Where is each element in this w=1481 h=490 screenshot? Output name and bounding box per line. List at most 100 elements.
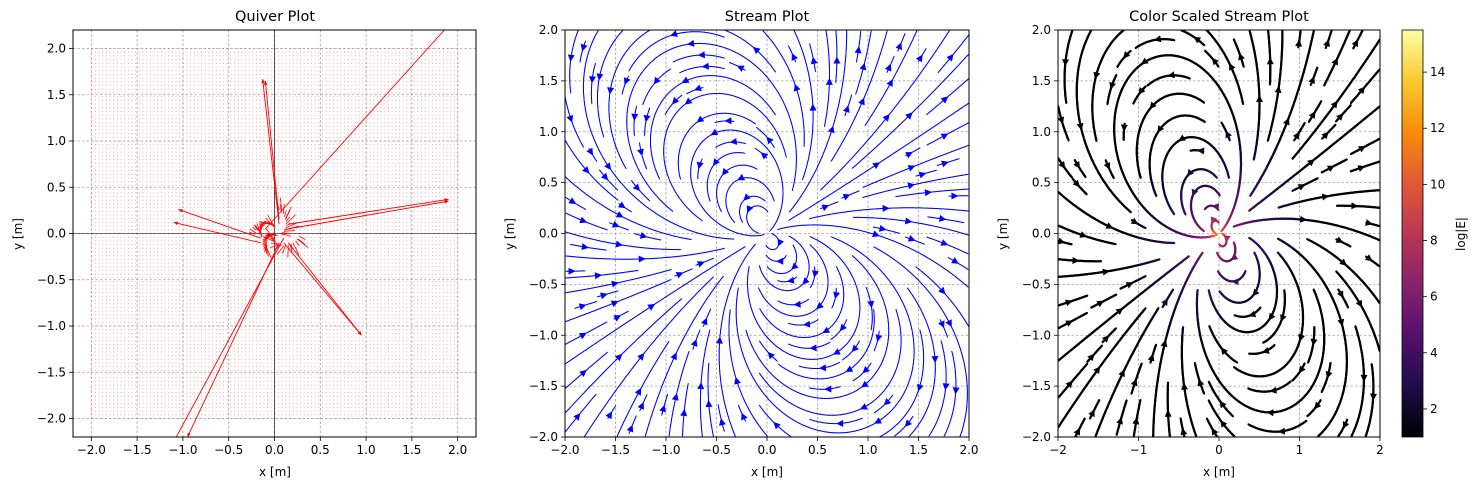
quiver-arrow — [279, 197, 283, 212]
quiver-arrow-head — [187, 432, 191, 437]
streamline-arrow — [737, 173, 745, 181]
quiver-field-arrows — [91, 48, 459, 419]
y-tick-label: 1.5 — [47, 88, 66, 102]
quiver-arrow — [266, 248, 272, 258]
streamline-arrow — [874, 417, 882, 424]
quiver-arrow — [298, 238, 306, 246]
quiver-arrow — [187, 242, 280, 437]
streamline — [733, 221, 736, 224]
y-tick-label: 1.0 — [47, 134, 66, 148]
streamline-arrow — [872, 230, 880, 238]
x-tick-label: 1.5 — [402, 443, 421, 457]
quiver-arrow — [264, 80, 280, 220]
streamline — [711, 257, 714, 260]
x-tick-label: −0.5 — [214, 443, 243, 457]
x-tick-label: 0.5 — [311, 443, 330, 457]
quiver-arrow — [270, 242, 278, 245]
streamline-arrow — [787, 276, 795, 284]
streamline-arrow — [722, 167, 730, 176]
streamline-arrow — [713, 158, 720, 166]
quiver-arrow-head — [263, 80, 268, 85]
quiver-arrow-head — [357, 331, 362, 336]
quiver-arrow-head — [444, 200, 449, 204]
streamline-arrow — [882, 114, 890, 122]
quiver-arrow — [263, 233, 277, 239]
streamline-arrow — [791, 262, 799, 270]
streamline — [809, 286, 812, 289]
streamline-arrow — [776, 257, 784, 265]
quiver-arrow — [299, 236, 306, 240]
quiver-arrow — [285, 222, 297, 229]
streamline — [700, 219, 703, 222]
quiver-arrow — [285, 214, 296, 225]
streamline-arrow — [816, 301, 824, 310]
y-tick-label: −1.5 — [37, 365, 66, 379]
quiver-arrow — [283, 242, 362, 336]
quiver-arrow — [264, 241, 268, 253]
streamline — [658, 177, 661, 180]
streamline-arrow — [697, 261, 705, 268]
streamline — [766, 266, 769, 269]
streamline-arrow — [821, 204, 830, 212]
streamline — [777, 300, 780, 303]
y-tick-label: −2.0 — [37, 412, 66, 426]
streamline-arrow — [743, 193, 751, 201]
streamline-arrow — [827, 125, 835, 134]
y-tick-label: 2.0 — [47, 42, 66, 56]
streamline-arrow — [684, 97, 693, 105]
quiver-arrow — [281, 233, 292, 237]
quiver-arrow — [178, 209, 261, 239]
x-axis-label: x [m] — [751, 465, 783, 479]
streamline-arrow — [647, 303, 656, 311]
quiver-arrow — [281, 232, 290, 234]
quiver-arrow — [267, 214, 276, 228]
quiver-arrow — [249, 228, 257, 234]
streamline-arrow — [687, 39, 695, 47]
streamline — [765, 244, 768, 247]
quiver-arrow — [282, 244, 286, 254]
quiver-arrow — [287, 244, 289, 258]
x-tick-label: −1.5 — [123, 443, 152, 457]
streamline-arrow — [809, 103, 817, 111]
streamline — [720, 209, 722, 213]
quiver-arrow — [285, 216, 290, 222]
y-tick-label: −1.0 — [37, 319, 66, 333]
streamline-arrow — [793, 300, 801, 308]
quiver-arrow — [256, 220, 267, 230]
streamline — [793, 30, 796, 33]
quiver-arrow — [265, 244, 269, 257]
quiver-arrow — [262, 239, 268, 245]
streamline-arrow — [746, 205, 754, 214]
quiver-plot-panel: Quiver Plot x [m] y [m] −2.0 −1.5 −1.0 −0.5… — [11, 9, 477, 479]
streamline — [762, 30, 765, 33]
quiver-arrow — [263, 242, 267, 247]
quiver-arrow — [249, 231, 255, 235]
streamline-arrow — [760, 152, 769, 160]
streamline-arrow — [615, 211, 624, 218]
y-tick-label: −0.5 — [37, 273, 66, 287]
y-tick-label: 0.5 — [47, 180, 66, 194]
streamline — [758, 287, 760, 290]
chart-title: Stream Plot — [725, 9, 810, 25]
streamline — [711, 276, 714, 279]
quiver-arrow — [295, 240, 300, 246]
x-tick-label: −2.0 — [77, 443, 106, 457]
y-tick-label: 0.0 — [47, 227, 66, 241]
quiver-arrow — [288, 198, 449, 225]
quiver-arrow-head — [173, 221, 179, 226]
streamline — [759, 340, 761, 343]
streamline-arrow — [802, 277, 810, 285]
quiver-arrow — [256, 223, 263, 238]
y-axis-label: y [m] — [503, 218, 517, 250]
plot-area — [73, 30, 476, 437]
streamline — [759, 308, 761, 311]
streamline-arrow — [882, 204, 890, 212]
streamline — [966, 285, 969, 288]
quiver-arrow — [173, 221, 261, 244]
streamline-arrow — [832, 348, 841, 355]
quiver-arrow — [288, 200, 449, 230]
streamline — [753, 243, 756, 246]
quiver-arrow-head — [178, 209, 183, 213]
streamline — [757, 232, 760, 234]
quiver-arrow — [258, 221, 262, 235]
